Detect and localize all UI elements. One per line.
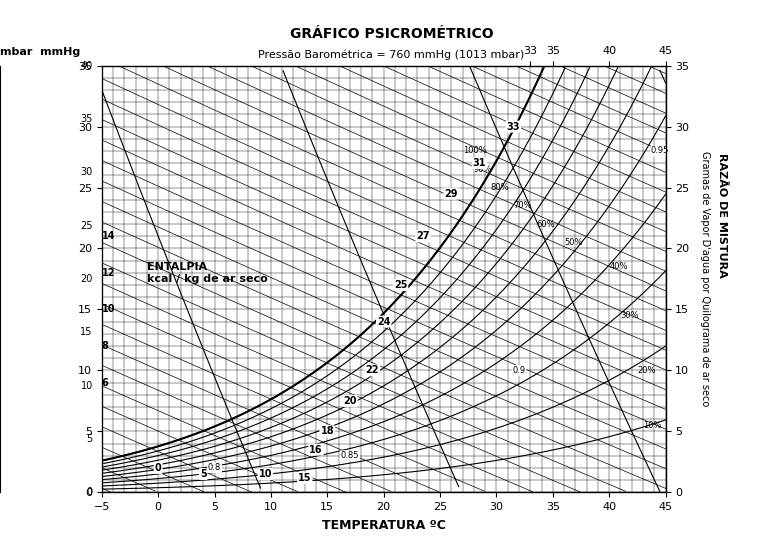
Text: 33: 33 — [507, 121, 520, 132]
Text: GRÁFICO PSICROMÉTRICO: GRÁFICO PSICROMÉTRICO — [290, 27, 493, 42]
Text: Pressão Barométrica = 760 mmHg (1013 mbar): Pressão Barométrica = 760 mmHg (1013 mba… — [258, 49, 525, 60]
Text: 16: 16 — [309, 445, 323, 455]
Text: 0.85: 0.85 — [341, 451, 359, 460]
Text: 10%: 10% — [643, 421, 662, 430]
Text: 31: 31 — [473, 158, 486, 168]
Text: 24: 24 — [377, 317, 391, 327]
Text: ENTALPIA
kcal / kg de ar seco: ENTALPIA kcal / kg de ar seco — [147, 262, 268, 284]
Text: 40: 40 — [81, 61, 92, 71]
Text: 0.9: 0.9 — [512, 366, 525, 375]
Text: 5: 5 — [86, 434, 92, 444]
Text: 25: 25 — [81, 220, 92, 231]
Text: 50%: 50% — [564, 238, 583, 247]
Text: 0: 0 — [155, 463, 161, 473]
Text: 14: 14 — [102, 231, 115, 241]
Text: 30: 30 — [81, 167, 92, 177]
Text: 27: 27 — [417, 231, 430, 241]
X-axis label: TEMPERATURA ºC: TEMPERATURA ºC — [322, 519, 446, 532]
Text: 35: 35 — [81, 114, 92, 124]
Text: 80%: 80% — [491, 183, 510, 192]
Text: 100%: 100% — [463, 147, 486, 155]
Text: 20: 20 — [343, 396, 356, 406]
Text: 12: 12 — [102, 268, 115, 278]
Text: 18: 18 — [320, 426, 334, 437]
Y-axis label: Gramas de Vapor D'agua por Quilograma de ar seco: Gramas de Vapor D'agua por Quilograma de… — [700, 152, 710, 406]
Text: 15: 15 — [81, 327, 92, 337]
Text: 40%: 40% — [609, 262, 628, 271]
Text: 20: 20 — [81, 274, 92, 284]
Text: 6: 6 — [102, 377, 109, 388]
Text: 10: 10 — [258, 469, 272, 479]
Text: 15: 15 — [298, 473, 312, 482]
Text: 0.95: 0.95 — [651, 147, 669, 155]
Text: 90%: 90% — [474, 165, 493, 174]
Text: mbar  mmHg: mbar mmHg — [0, 47, 81, 57]
Text: 0.8: 0.8 — [208, 463, 221, 473]
Text: 10: 10 — [81, 381, 92, 391]
Text: RAZÃO DE MISTURA: RAZÃO DE MISTURA — [717, 153, 727, 277]
Text: 10: 10 — [102, 305, 115, 315]
Text: 70%: 70% — [514, 201, 532, 211]
Text: 22: 22 — [366, 365, 379, 375]
Text: 25: 25 — [394, 280, 407, 290]
Text: 8: 8 — [102, 341, 109, 351]
Text: 29: 29 — [445, 189, 458, 199]
Text: 60%: 60% — [536, 219, 554, 229]
Text: 5: 5 — [200, 469, 207, 479]
Text: 0: 0 — [87, 487, 92, 497]
Text: 20%: 20% — [637, 366, 656, 375]
Text: 30%: 30% — [620, 311, 639, 320]
